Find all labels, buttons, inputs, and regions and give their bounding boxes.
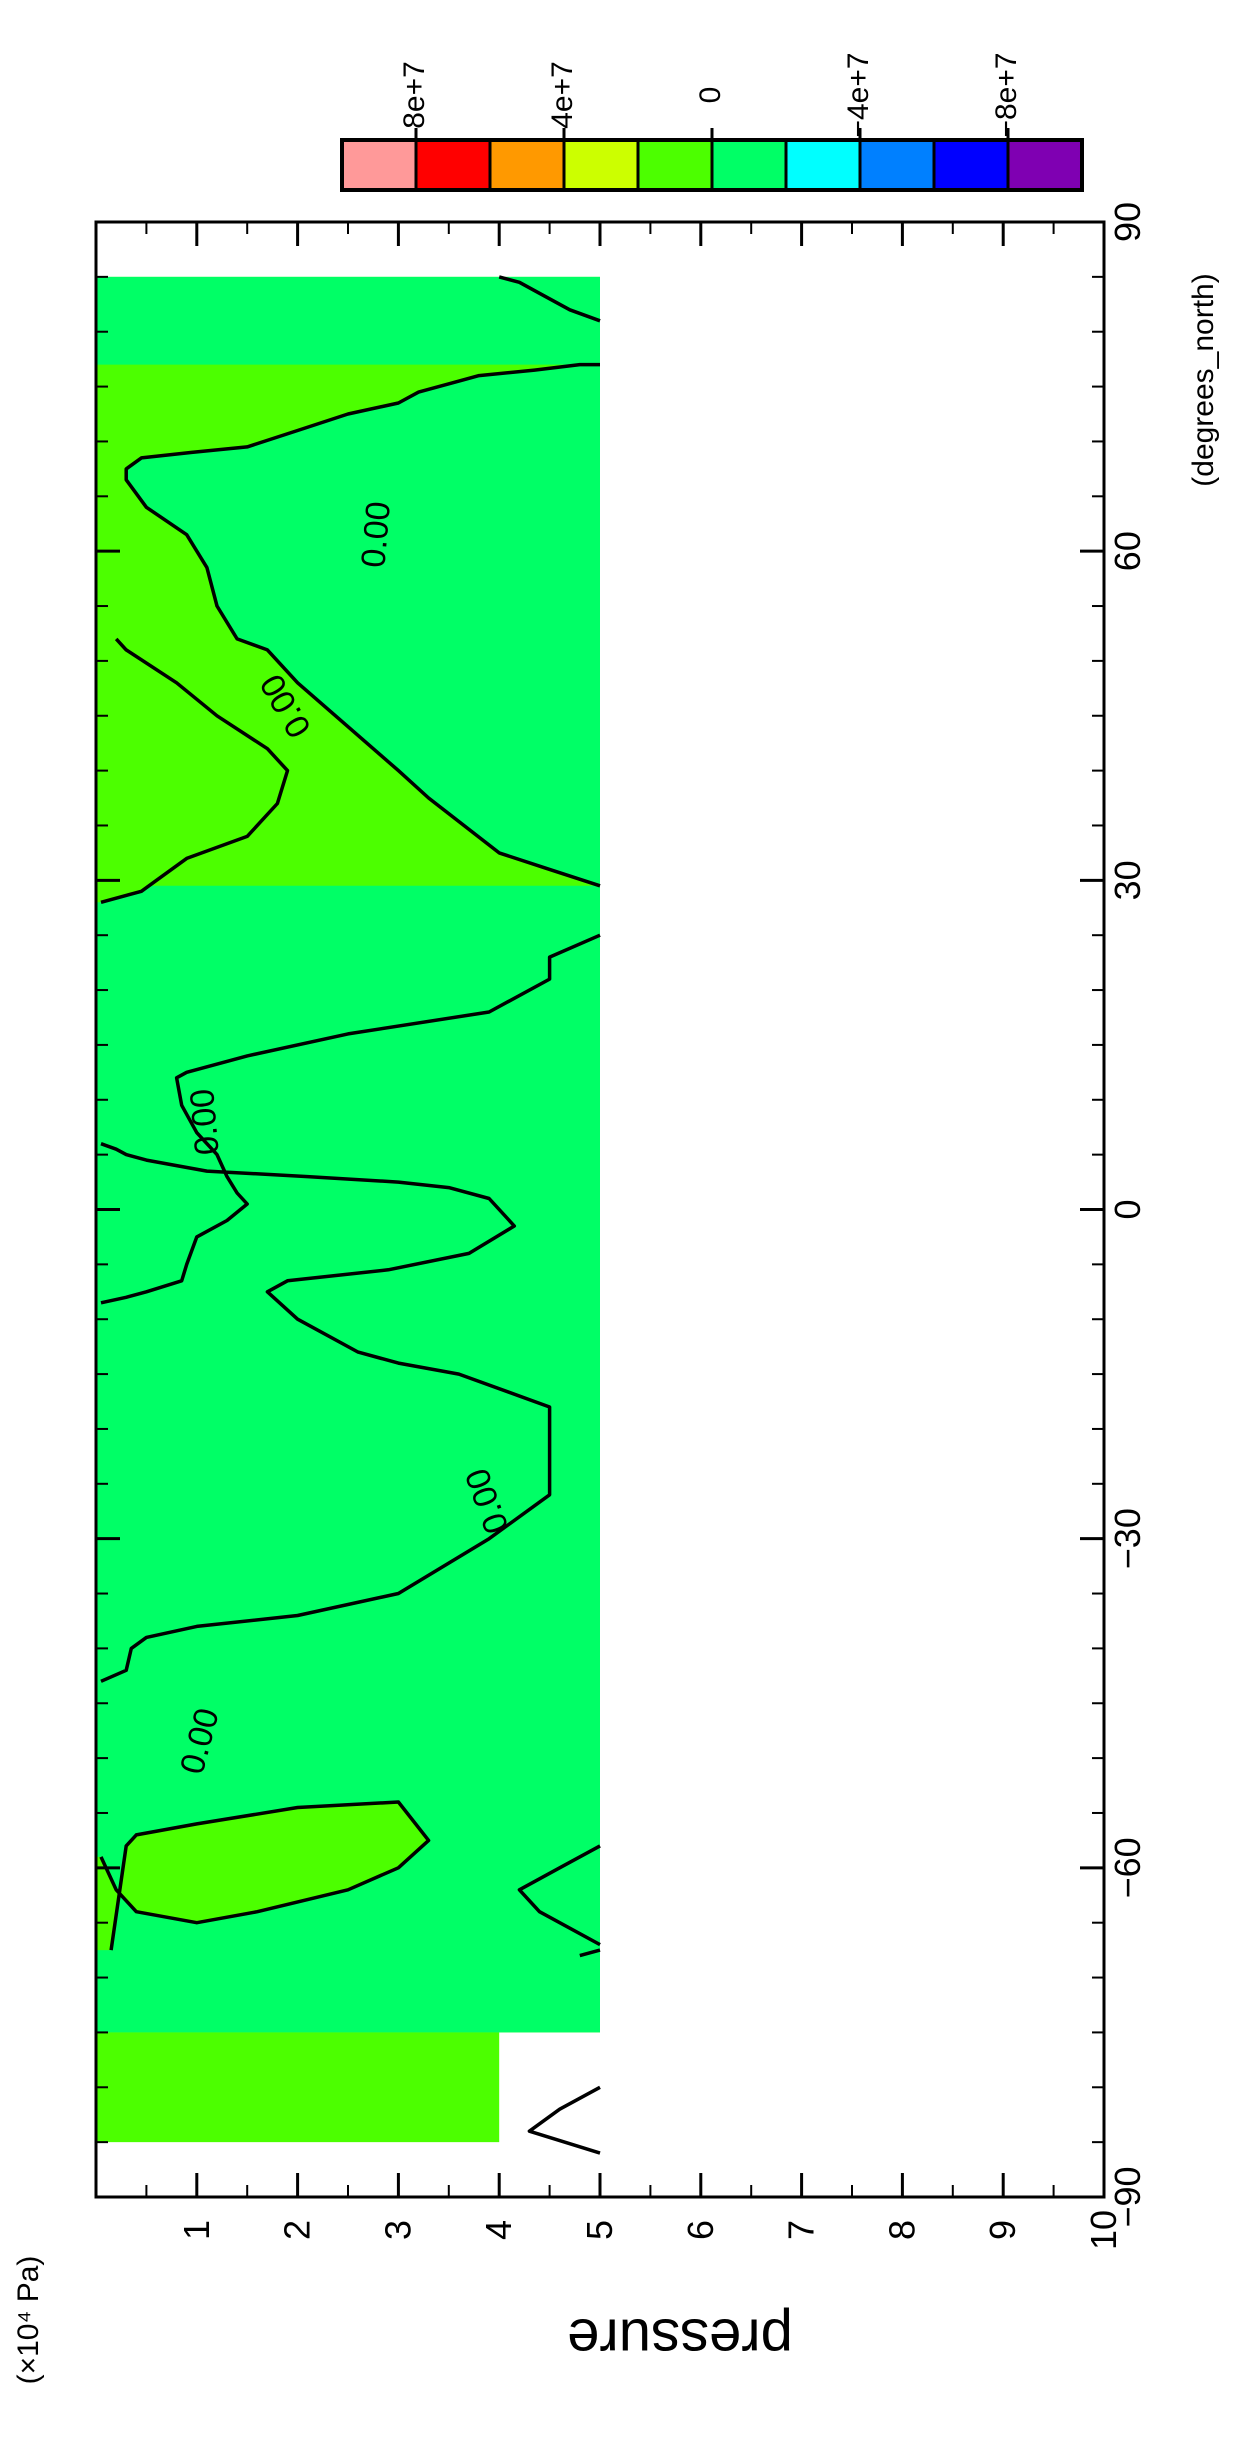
colorbar-swatch [784,138,862,192]
colorbar-swatch [636,138,714,192]
contour-label: 0.00 [183,1087,227,1156]
pressure-tick-label: 6 [680,2220,721,2240]
y-axis-label: (degrees_north) [1187,273,1220,486]
colorbar-label: −8e+7 [990,52,1023,137]
plot-area [94,220,1106,2199]
colorbar-swatch [858,138,936,192]
pressure-tick-label: 8 [881,2220,922,2240]
x-axis-unit: (×10⁴ Pa) [12,2256,45,2385]
field-coverage-0 [96,2032,500,2143]
zero-contour-line [517,1844,601,1947]
colorbar-swatch [340,138,418,192]
pressure-tick-label: 3 [377,2220,418,2240]
colorbar-swatch [932,138,1010,192]
zero-contour-line [579,1948,601,1958]
field-region-contour-a [96,1802,429,1951]
colorbar-swatch [1006,138,1084,192]
pressure-tick-label: 1 [176,2220,217,2240]
zero-contour-line [99,1800,431,1951]
zero-contour-line [100,933,601,1305]
pressure-tick-label: 2 [277,2220,318,2240]
colorbar-label: −4e+7 [842,52,875,137]
latitude-tick-label: 60 [1107,531,1148,571]
zero-contour-line [527,2085,601,2155]
colorbar-swatch [562,138,640,192]
latitude-tick-label: −90 [1107,2166,1148,2227]
pressure-tick-label: 4 [478,2220,519,2240]
latitude-tick-label: −60 [1107,1837,1148,1898]
zero-contour-line [124,362,601,888]
colorbar-label: 4e+7 [546,61,579,129]
pressure-tick-label: 5 [579,2220,620,2240]
latitude-tick-label: −30 [1107,1508,1148,1569]
field-region-contour-b [96,1143,550,1682]
colorbar-label: 0 [694,87,727,104]
latitude-tick-label: 0 [1107,1199,1148,1219]
colorbar: 8e+7 4e+7 0 −4e+7 −8e+7 [340,52,1084,192]
latitude-tick-label: 30 [1107,860,1148,900]
axes: 1 2 3 4 5 6 7 8 9 10−90 −60 −30 0 30 60 90 [96,202,1148,2250]
field-region-contour-f [96,364,600,886]
zero-contour-line [100,1142,552,1683]
x-axis-label: pressure [567,2307,793,2372]
zero-contour-line [498,275,601,323]
latitude-tick-label: 90 [1107,202,1148,242]
colorbar-swatch [414,138,492,192]
contour-label: 0.00 [354,500,398,569]
colorbar-swatch [710,138,788,192]
pressure-tick-label: 10 [1083,2210,1124,2250]
zero-contour-line [100,637,290,904]
pressure-tick-label: 9 [982,2220,1023,2240]
pressure-tick-label: 7 [781,2220,822,2240]
colorbar-swatch [488,138,566,192]
colorbar-label: 8e+7 [398,61,431,129]
